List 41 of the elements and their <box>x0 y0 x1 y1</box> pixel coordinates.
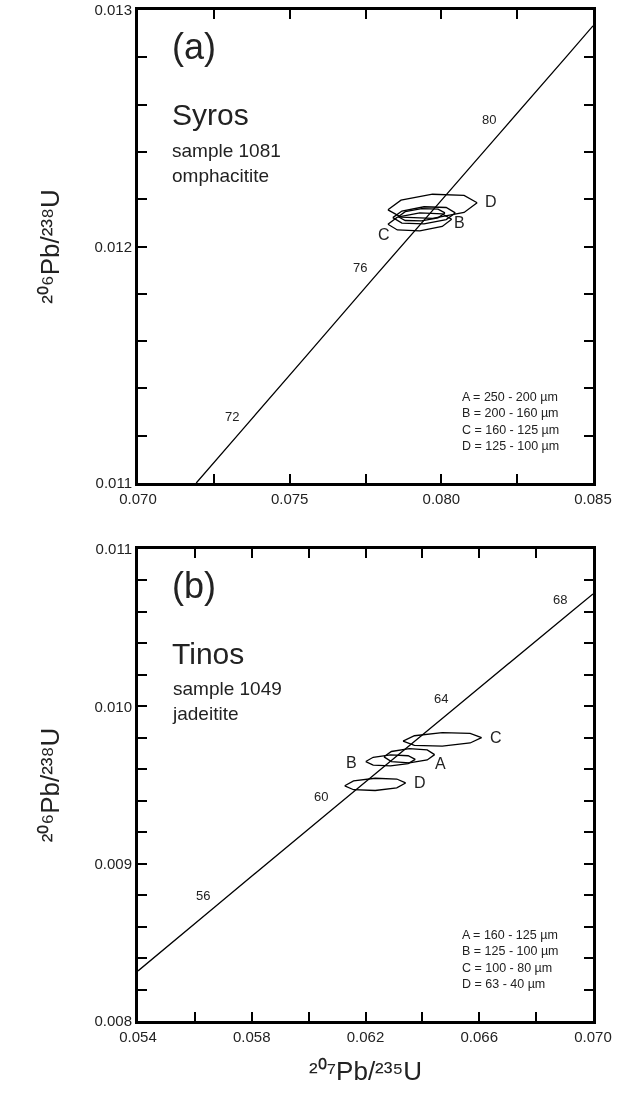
text: Tinos <box>172 637 245 670</box>
text: (a) <box>172 26 216 67</box>
x-tick-label: 0.054 <box>119 1028 157 1045</box>
annotation: 64 <box>434 691 449 706</box>
x-tick-label: 0.080 <box>422 490 461 507</box>
x-tick-label: 0.070 <box>574 1028 612 1045</box>
x-tick-label: 0.066 <box>460 1028 499 1045</box>
y-axis-title: ²⁰⁶Pb/²³⁸U <box>34 189 65 304</box>
annotation: C <box>490 729 502 746</box>
annotation: 72 <box>225 409 240 424</box>
x-tick-label: 0.062 <box>346 1028 385 1045</box>
text: (b) <box>172 565 216 606</box>
annotation: 56 <box>196 888 211 903</box>
y-axis-title: ²⁰⁶Pb/²³⁸U <box>34 727 65 843</box>
text: Syros <box>172 98 249 131</box>
annotation: 80 <box>482 112 497 127</box>
annotation: C <box>378 226 390 243</box>
annotation: B <box>346 754 357 771</box>
annotation: A = 160 - 125 µm B = 125 - 100 µm C = 100 - 80 µm D = 63 - 40 µm <box>462 928 559 991</box>
y-tick-label: 0.009 <box>94 854 132 872</box>
y-tick-label: 0.012 <box>94 237 132 255</box>
x-tick-label: 0.058 <box>232 1028 271 1045</box>
annotation: A <box>435 755 446 772</box>
annotation: B <box>454 214 465 231</box>
annotation: D <box>414 774 426 791</box>
annotation: 68 <box>553 592 568 607</box>
x-tick-label: 0.070 <box>119 490 157 507</box>
x-tick-label: 0.085 <box>574 490 612 507</box>
annotation: sample 1081 omphacitite <box>172 140 281 186</box>
y-tick-label: 0.013 <box>94 1 132 19</box>
annotation: 76 <box>353 260 368 275</box>
annotation: A = 250 - 200 µm B = 200 - 160 µm C = 160 - 125 µm D = 125 - 100 µm <box>462 390 560 453</box>
y-tick-label: 0.008 <box>94 1012 132 1030</box>
y-tick-label: 0.010 <box>94 697 132 715</box>
y-tick-label: 0.011 <box>95 540 132 558</box>
annotation: sample 1049 jadeitite <box>172 678 282 724</box>
y-tick-label: 0.011 <box>95 474 132 492</box>
annotation: 60 <box>314 789 329 804</box>
x-tick-label: 0.075 <box>270 490 309 507</box>
annotation: D <box>485 193 497 210</box>
x-axis-title: ²⁰⁷Pb/²³⁵U <box>309 1055 422 1086</box>
